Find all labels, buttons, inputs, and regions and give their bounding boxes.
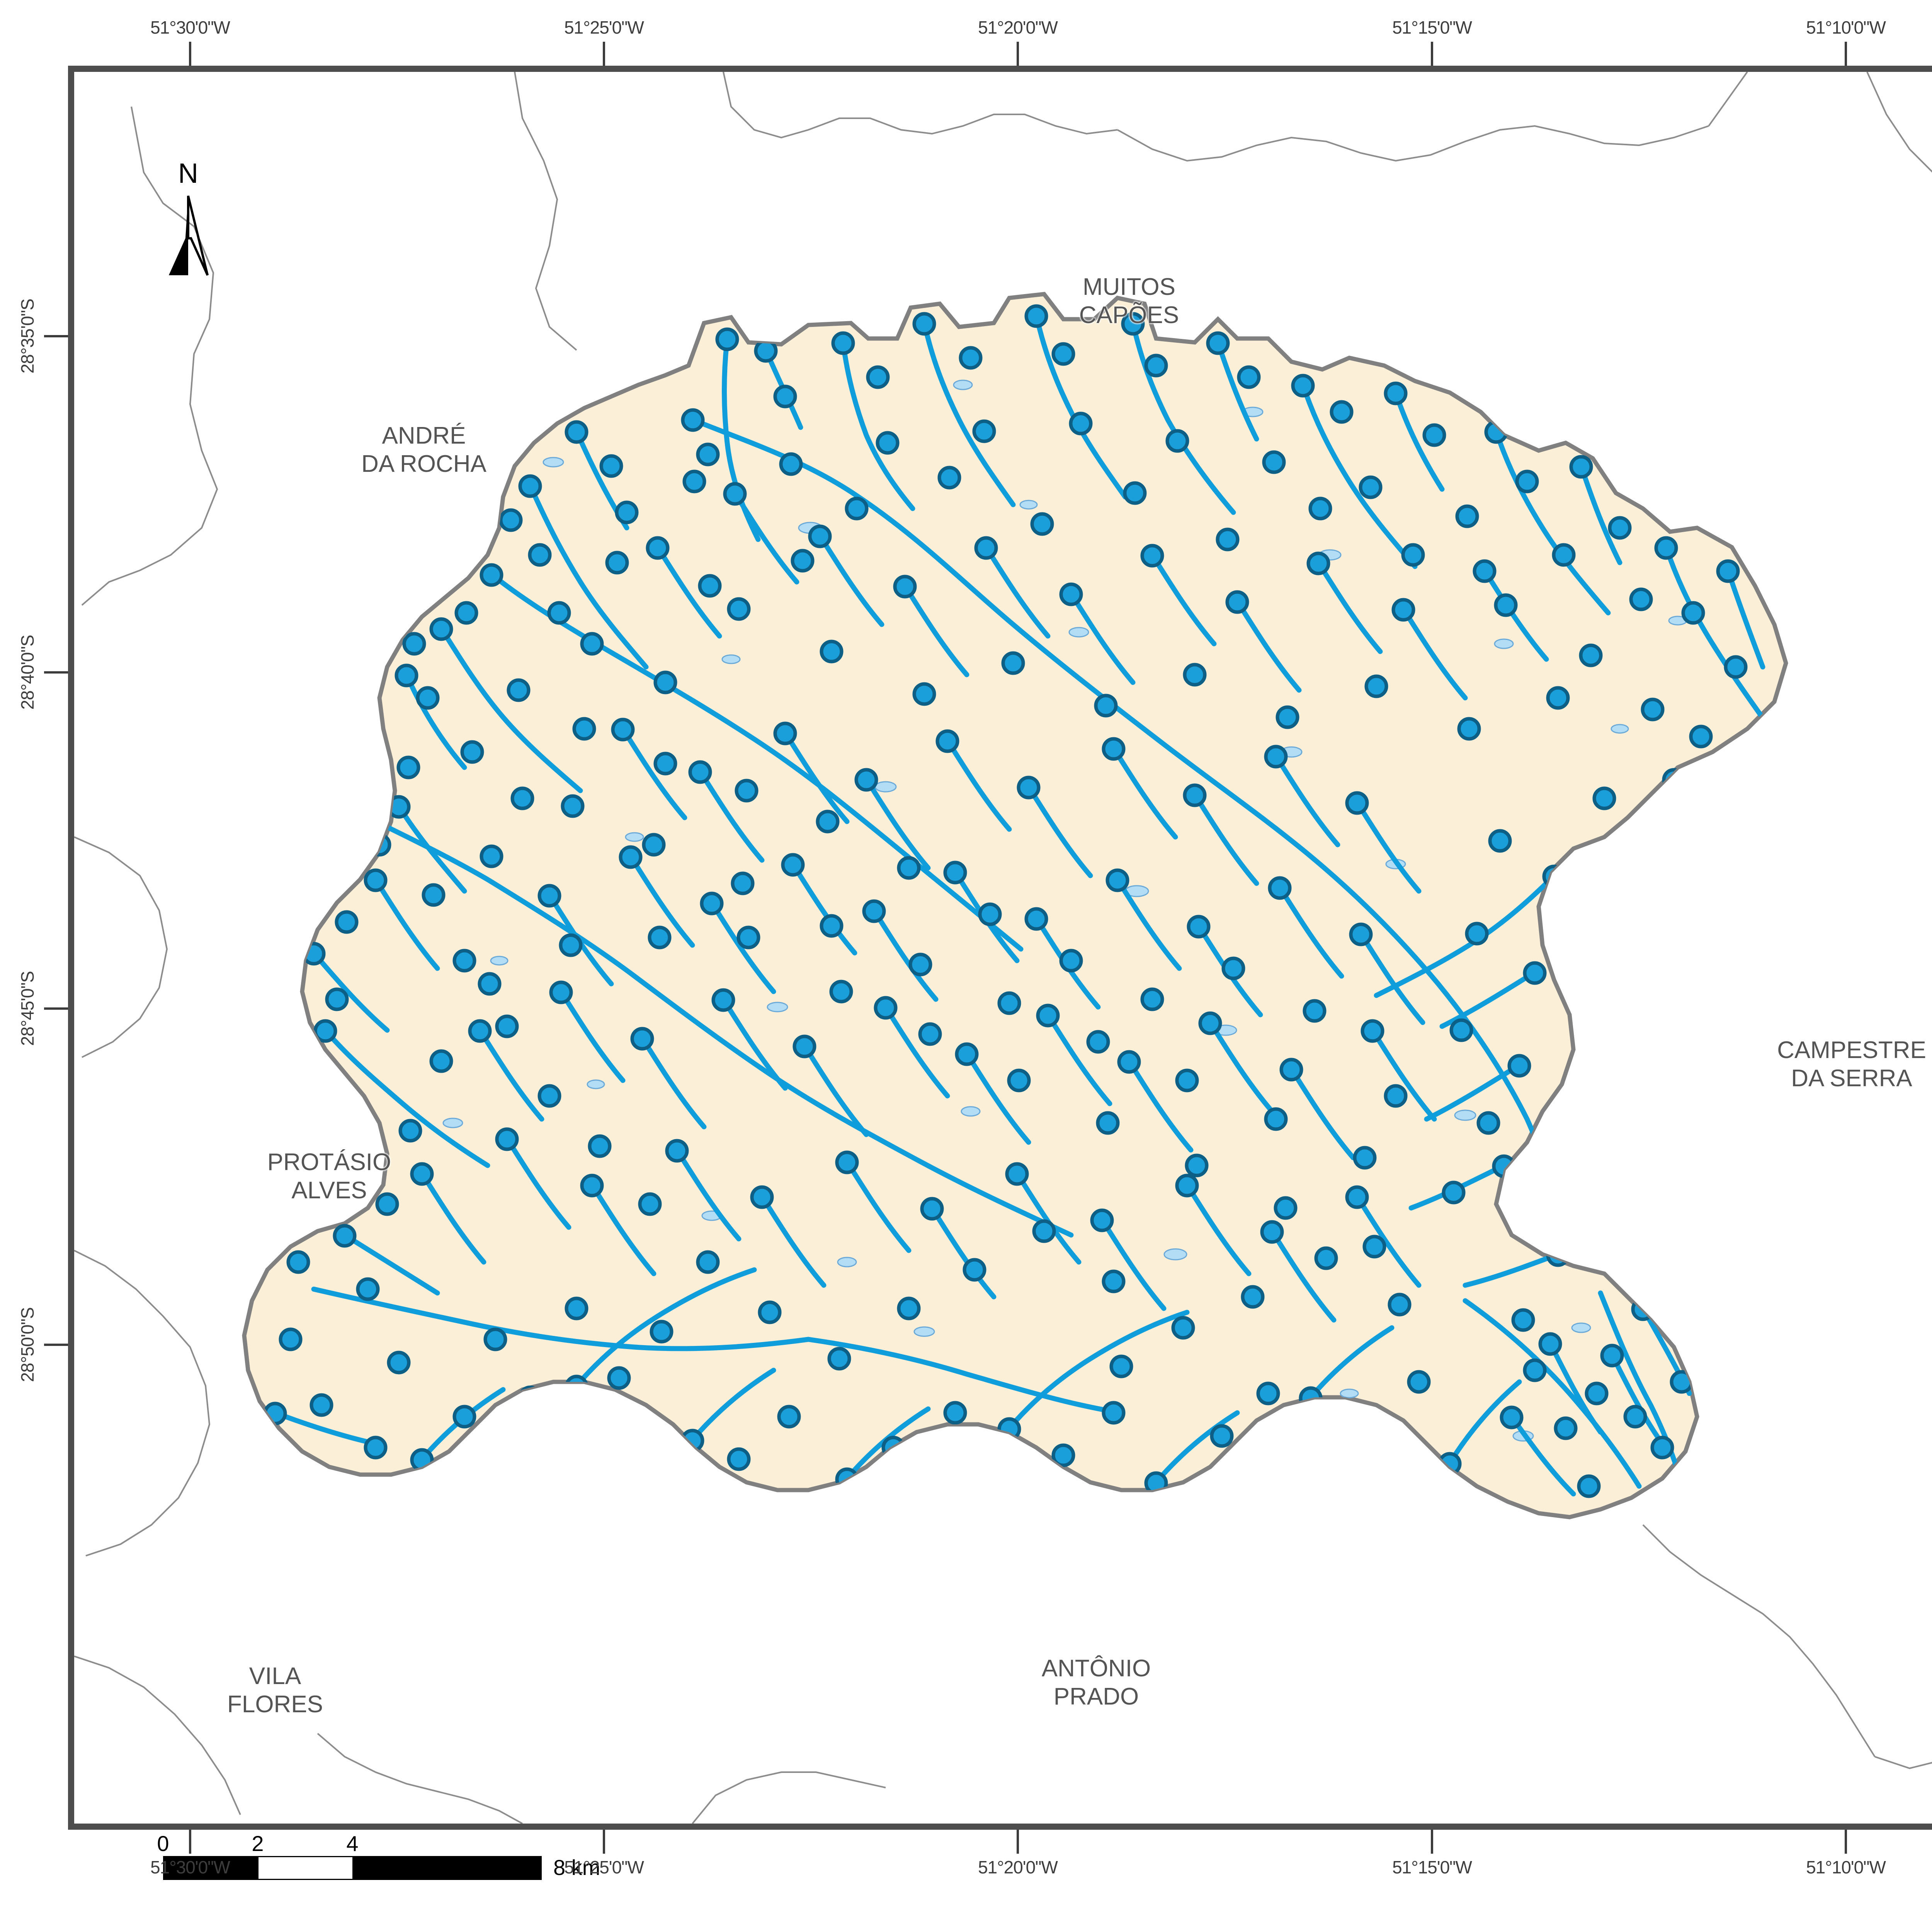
graticule-tick <box>1017 42 1019 66</box>
place-label: VILA FLORES <box>227 1663 323 1718</box>
graticule-tick <box>603 1830 605 1854</box>
scale-bar: 0 2 4 8 km <box>157 1831 600 1880</box>
place-label: ANTÔNIO PRADO <box>1041 1655 1151 1710</box>
longitude-label: 51°10'0"W <box>1806 17 1886 37</box>
graticule-tick <box>1845 1830 1847 1854</box>
latitude-label: 28°45'0"S <box>17 971 37 1046</box>
graticule-tick <box>1845 42 1847 66</box>
latitude-label: 28°40'0"S <box>17 635 37 710</box>
longitude-label: 51°30'0"W <box>150 1857 230 1877</box>
graticule-tick <box>44 335 68 337</box>
place-label: ANDRÉ DA ROCHA <box>361 422 486 478</box>
longitude-label: 51°30'0"W <box>150 17 230 37</box>
graticule-tick <box>44 1344 68 1346</box>
longitude-label: 51°25'0"W <box>564 17 644 37</box>
scale-bar-number: 0 <box>157 1831 169 1856</box>
longitude-label: 51°20'0"W <box>978 1857 1058 1877</box>
graticule-tick <box>44 1007 68 1010</box>
scale-bar-unit: 8 km <box>553 1855 600 1880</box>
north-arrow-label: N <box>178 158 198 189</box>
north-arrow: N <box>157 158 219 277</box>
place-label: MUITOS CAPÕES <box>1079 274 1179 329</box>
graticule-tick <box>603 42 605 66</box>
graticule-tick <box>1431 1830 1433 1854</box>
longitude-label: 51°15'0"W <box>1392 1857 1472 1877</box>
latitude-label: 28°35'0"S <box>17 299 37 374</box>
place-label: PROTÁSIO ALVES <box>267 1149 391 1204</box>
scale-bar-number: 2 <box>252 1831 264 1856</box>
map-svg <box>74 72 1932 1824</box>
longitude-label: 51°10'0"W <box>1806 1857 1886 1877</box>
graticule-tick <box>189 42 191 66</box>
graticule-tick <box>189 1830 191 1854</box>
graticule-tick <box>1431 42 1433 66</box>
neighbour-boundaries <box>74 72 1932 1824</box>
scale-bar-numbers: 0 2 4 <box>157 1831 542 1856</box>
longitude-label: 51°25'0"W <box>564 1857 644 1877</box>
longitude-label: 51°20'0"W <box>978 17 1058 37</box>
graticule-tick <box>44 671 68 674</box>
scale-bar-graphic <box>163 1856 542 1880</box>
longitude-label: 51°15'0"W <box>1392 17 1472 37</box>
map-canvas[interactable] <box>74 72 1932 1824</box>
latitude-label: 28°50'0"S <box>17 1307 37 1382</box>
place-label: CAMPESTRE DA SERRA <box>1777 1037 1926 1092</box>
graticule-tick <box>1017 1830 1019 1854</box>
scale-bar-number: 4 <box>346 1831 359 1856</box>
